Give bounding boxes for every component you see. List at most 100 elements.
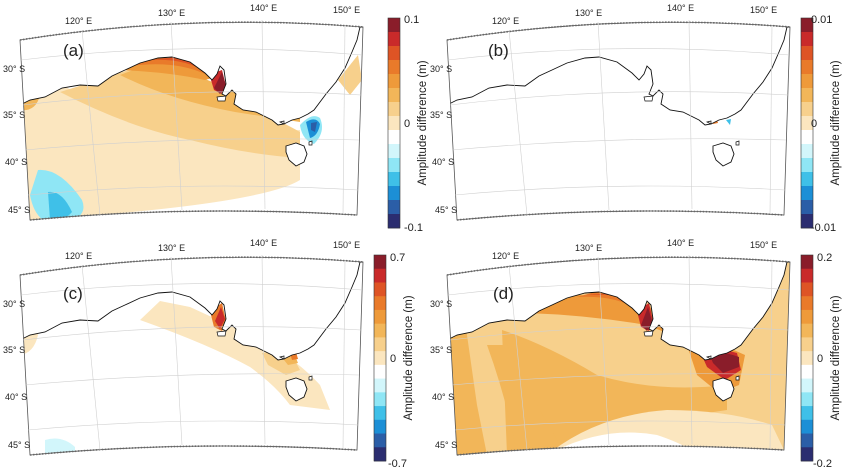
panel-label: (b): [488, 41, 509, 60]
colorbar-swatch: [801, 144, 813, 159]
colorbar-title: Amplitude difference (m): [830, 295, 842, 420]
colorbar-min-label: -0.2: [813, 458, 832, 469]
colorbar-swatch: [801, 282, 813, 297]
panel-label: (d): [493, 284, 514, 303]
colorbar-swatch: [388, 74, 400, 89]
colorbar-swatch: [374, 406, 386, 421]
colorbar: 0.01 0 -0.01 Amplitude difference (m): [800, 14, 842, 234]
lon-label-130: 130° E: [575, 243, 602, 253]
lat-label-40: 40° S: [432, 392, 454, 402]
lon-label-120: 120° E: [65, 16, 92, 26]
lat-label-40: 40° S: [432, 157, 454, 167]
colorbar-swatch: [801, 158, 813, 173]
colorbar-swatch: [801, 447, 813, 462]
colorbar-swatch: [388, 18, 400, 33]
lon-label-120: 120° E: [65, 251, 92, 261]
lon-label-150: 150° E: [333, 5, 360, 15]
lat-label-35: 35° S: [3, 110, 25, 120]
colorbar-swatch: [374, 282, 386, 297]
colorbar-swatch: [388, 102, 400, 117]
colorbar-swatch: [374, 364, 386, 379]
colorbar-swatch: [388, 172, 400, 187]
panel-label: (c): [63, 284, 83, 303]
colorbar-min-label: -0.7: [388, 458, 407, 469]
lon-label-140: 140° E: [667, 238, 694, 248]
colorbar-swatch: [388, 186, 400, 201]
lat-label-40: 40° S: [5, 157, 27, 167]
lat-label-45: 45° S: [435, 440, 457, 450]
colorbar-swatch: [388, 46, 400, 61]
lon-label-150: 150° E: [750, 240, 777, 250]
colorbar-swatches: [801, 18, 813, 229]
colorbar-swatches: [801, 255, 813, 462]
colorbar-swatch: [374, 447, 386, 462]
colorbar-swatch: [801, 364, 813, 379]
panel-b: 120° E 130° E 140° E 150° E 30° S 35° S …: [430, 3, 842, 234]
colorbar-title: Amplitude difference (m): [830, 60, 842, 185]
panel-a: 120° E 130° E 140° E 150° E 30° S 35° S …: [3, 3, 429, 234]
panel-c: 120° E 130° E 140° E 150° E 30° S 35° S …: [3, 238, 415, 469]
colorbar-swatch: [374, 268, 386, 283]
colorbar-swatch: [374, 419, 386, 434]
colorbar-swatch: [801, 46, 813, 61]
colorbar-swatches: [388, 18, 400, 229]
lon-label-150: 150° E: [333, 240, 360, 250]
colorbar-max-label: 0.1: [404, 14, 419, 26]
lat-label-45: 45° S: [435, 205, 457, 215]
lon-label-140: 140° E: [250, 3, 277, 13]
colorbar-max-label: 0.01: [811, 14, 832, 26]
lat-label-35: 35° S: [430, 345, 452, 355]
colorbar-swatch: [801, 309, 813, 325]
lat-label-30: 30° S: [3, 299, 25, 309]
colorbar-swatch: [374, 337, 386, 352]
panel-d: 120° E 130° E 140° E 150° E 30° S 35° S …: [430, 238, 842, 469]
colorbar-swatch: [801, 60, 813, 75]
lat-label-30: 30° S: [430, 299, 452, 309]
colorbar-swatch: [388, 200, 400, 215]
lon-label-130: 130° E: [158, 243, 185, 253]
lon-label-120: 120° E: [492, 16, 519, 26]
lat-label-30: 30° S: [430, 64, 452, 74]
colorbar-swatch: [388, 158, 400, 173]
colorbar-swatch: [388, 88, 400, 103]
lon-label-150: 150° E: [750, 5, 777, 15]
colorbar-swatch: [801, 74, 813, 89]
colorbar-title: Amplitude difference (m): [417, 60, 429, 185]
lon-label-140: 140° E: [250, 238, 277, 248]
colorbar-mid-label: 0: [811, 118, 817, 130]
colorbar-swatch: [388, 144, 400, 159]
colorbar-mid-label: 0: [817, 353, 823, 365]
colorbar-swatch: [388, 32, 400, 47]
lon-label-130: 130° E: [158, 8, 185, 18]
lat-label-30: 30° S: [3, 64, 25, 74]
panel-label: (a): [63, 41, 84, 60]
colorbar-swatch: [801, 406, 813, 421]
colorbar-swatch: [801, 172, 813, 187]
lat-label-45: 45° S: [8, 440, 30, 450]
colorbar-swatches: [374, 255, 386, 462]
colorbar-swatch: [374, 392, 386, 407]
colorbar-swatch: [801, 88, 813, 103]
colorbar-swatch: [801, 433, 813, 448]
colorbar-swatch: [388, 60, 400, 75]
lat-label-45: 45° S: [8, 205, 30, 215]
colorbar-min-label: -0.1: [404, 222, 423, 234]
colorbar-mid-label: 0: [404, 118, 410, 130]
lon-label-120: 120° E: [492, 251, 519, 261]
colorbar-swatch: [801, 351, 813, 366]
colorbar-swatch: [801, 296, 813, 311]
colorbar-swatch: [388, 130, 400, 145]
colorbar: 0.2 0 -0.2 Amplitude difference (m): [800, 252, 842, 469]
colorbar: 0.1 0 -0.1 Amplitude difference (m): [387, 14, 429, 234]
colorbar-swatch: [374, 309, 386, 325]
colorbar-swatch: [801, 18, 813, 33]
colorbar-swatch: [388, 214, 400, 229]
colorbar-swatch: [374, 378, 386, 393]
colorbar-swatch: [374, 433, 386, 448]
colorbar-swatch: [801, 102, 813, 117]
colorbar-swatch: [801, 32, 813, 47]
colorbar-swatch: [374, 296, 386, 311]
lat-label-35: 35° S: [430, 110, 452, 120]
lon-label-130: 130° E: [575, 8, 602, 18]
